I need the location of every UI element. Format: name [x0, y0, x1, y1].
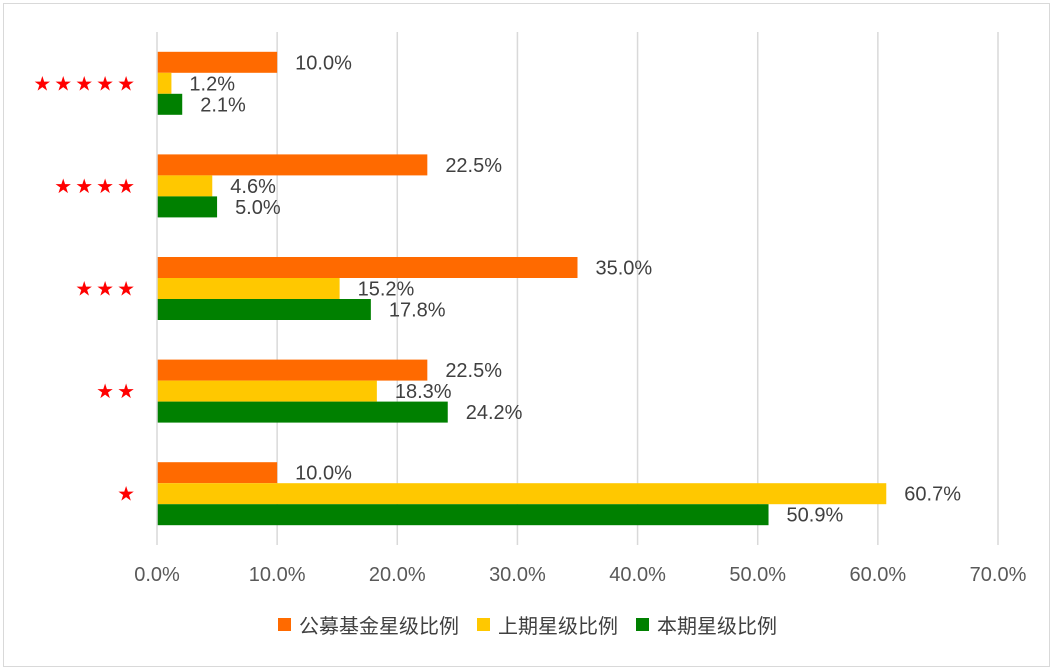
data-label: 22.5% [445, 360, 502, 382]
legend-item-previous-period: 上期星级比例 [477, 610, 618, 639]
legend-swatch-public-fund [278, 618, 291, 631]
category-label: ★★ [96, 381, 138, 403]
data-label: 22.5% [445, 155, 502, 177]
x-tick-label: 10.0% [249, 564, 306, 586]
data-label: 5.0% [235, 197, 281, 219]
legend: 公募基金星级比例 上期星级比例 本期星级比例 [0, 610, 1055, 639]
data-label: 10.0% [295, 463, 352, 485]
x-tick-label: 30.0% [489, 564, 546, 586]
x-tick-label: 50.0% [729, 564, 786, 586]
x-tick-label: 0.0% [134, 564, 180, 586]
category-label: ★★★★ [54, 176, 138, 198]
bar [157, 278, 340, 299]
data-label: 10.0% [295, 52, 352, 74]
data-label: 50.9% [787, 505, 844, 527]
category-label: ★★★ [75, 279, 138, 301]
data-label: 15.2% [358, 279, 415, 301]
data-label: 60.7% [904, 484, 961, 506]
bar [157, 175, 213, 197]
bar [157, 504, 769, 526]
category-label: ★★★★★ [33, 73, 138, 95]
legend-label-current-period: 本期星级比例 [657, 616, 777, 638]
x-tick-label: 20.0% [369, 564, 426, 586]
bar [157, 299, 371, 320]
data-label: 17.8% [389, 300, 446, 322]
bar [157, 359, 428, 381]
legend-label-public-fund: 公募基金星级比例 [299, 616, 459, 638]
x-tick-label: 60.0% [849, 564, 906, 586]
data-label: 1.2% [189, 73, 235, 95]
bar [157, 380, 377, 402]
category-label: ★ [117, 484, 138, 506]
legend-item-current-period: 本期星级比例 [636, 610, 777, 639]
bar [157, 51, 278, 73]
data-label: 2.1% [200, 94, 246, 116]
bar [157, 196, 218, 218]
bar [157, 93, 183, 115]
data-label: 18.3% [395, 381, 452, 403]
bar [157, 462, 278, 484]
bar [157, 154, 428, 176]
bar [157, 72, 172, 94]
data-label: 24.2% [466, 402, 523, 424]
legend-label-previous-period: 上期星级比例 [498, 616, 618, 638]
legend-item-public-fund: 公募基金星级比例 [278, 610, 459, 639]
legend-swatch-previous-period [477, 618, 490, 631]
bar [157, 401, 448, 423]
data-label: 35.0% [596, 258, 653, 280]
bar [157, 483, 887, 505]
bar [157, 257, 578, 278]
legend-swatch-current-period [636, 618, 649, 631]
x-tick-label: 70.0% [970, 564, 1027, 586]
data-label: 4.6% [230, 176, 276, 198]
x-tick-label: 40.0% [609, 564, 666, 586]
